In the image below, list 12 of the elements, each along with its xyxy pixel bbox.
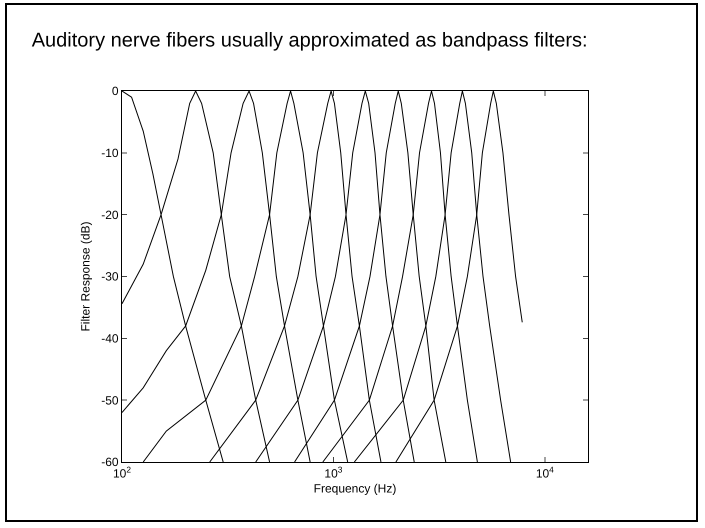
y-tick-label: -50 [101,393,119,408]
y-tick-label: -10 [101,146,119,160]
y-tick-label: -40 [101,332,119,346]
y-tick-label: -60 [101,455,119,470]
x-tick-label: 10$^{4}$ [536,464,554,480]
y-axis-title: Filter Response (dB) [78,221,93,332]
x-axis-title: Frequency (Hz) [314,481,396,496]
y-tick-label: -30 [101,270,119,284]
x-tick-label: 10$^{3}$ [324,464,343,480]
y-tick-label: -20 [101,208,119,222]
chart-title: Auditory nerve fibers usually approximated as bandpass filters: [32,30,588,52]
y-tick-label: 0 [112,84,119,98]
